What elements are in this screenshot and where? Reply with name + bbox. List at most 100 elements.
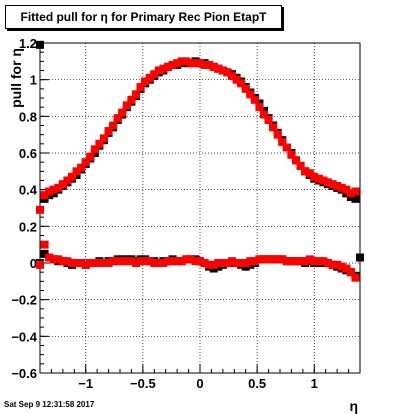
red-marker <box>196 257 204 266</box>
red-marker <box>127 257 136 266</box>
red-marker <box>40 240 49 249</box>
red-marker <box>205 61 214 69</box>
red-marker <box>273 255 282 264</box>
red-marker <box>218 66 227 75</box>
x-tick-label: 0 <box>196 376 203 391</box>
red-marker <box>223 68 232 77</box>
red-marker <box>164 257 172 266</box>
red-marker <box>109 121 118 130</box>
red-marker <box>100 259 108 267</box>
red-marker <box>68 259 76 267</box>
red-marker <box>264 255 273 264</box>
red-marker <box>246 257 255 266</box>
red-marker <box>214 259 223 267</box>
red-marker <box>132 90 140 99</box>
red-marker <box>287 257 296 266</box>
red-marker <box>145 73 154 82</box>
red-marker <box>173 59 182 68</box>
red-marker <box>310 172 319 181</box>
red-marker <box>342 185 351 194</box>
red-marker <box>122 257 131 266</box>
red-marker <box>168 61 177 69</box>
red-marker <box>159 259 168 267</box>
red-marker <box>209 260 218 269</box>
red-marker <box>132 259 140 267</box>
red-marker <box>182 255 191 264</box>
red-marker <box>241 259 250 267</box>
red-marker <box>127 95 136 104</box>
red-marker <box>319 176 328 185</box>
red-marker <box>301 257 310 266</box>
red-marker <box>86 152 95 161</box>
red-marker <box>255 103 264 112</box>
red-marker <box>104 127 113 135</box>
red-marker <box>40 191 49 200</box>
grid <box>40 42 360 374</box>
red-marker <box>150 70 159 79</box>
red-marker <box>310 257 319 266</box>
red-marker <box>319 257 328 266</box>
red-marker <box>36 260 44 269</box>
y-tick-label: 0.8 <box>19 109 37 124</box>
red-marker <box>136 257 145 266</box>
red-marker <box>260 255 268 264</box>
red-marker <box>232 75 241 84</box>
red-marker <box>218 259 227 267</box>
red-marker <box>296 257 305 266</box>
red-marker <box>63 176 72 185</box>
red-marker <box>200 259 209 267</box>
black-marker <box>40 249 49 258</box>
y-tick-label: 0.6 <box>19 146 37 161</box>
red-marker <box>246 90 255 99</box>
red-marker <box>328 180 337 189</box>
red-marker <box>232 259 241 267</box>
red-marker <box>104 259 113 267</box>
red-marker <box>109 257 118 266</box>
red-marker <box>223 259 232 267</box>
red-marker <box>150 259 159 267</box>
red-marker <box>250 95 259 104</box>
red-marker <box>168 257 177 266</box>
red-marker <box>145 257 154 266</box>
black-marker <box>36 40 44 49</box>
red-marker <box>282 143 291 152</box>
red-marker <box>191 59 200 68</box>
red-marker <box>182 57 191 66</box>
red-marker <box>200 61 209 69</box>
red-marker <box>228 257 236 266</box>
red-marker <box>292 257 300 266</box>
chart-title: Fitted pull for η for Primary Rec Pion E… <box>5 5 282 29</box>
red-marker <box>333 260 342 269</box>
red-marker <box>324 178 332 187</box>
red-marker <box>81 158 90 167</box>
y-tick-label: −0.2 <box>11 293 37 308</box>
red-marker <box>250 257 259 266</box>
red-marker <box>81 260 90 269</box>
y-tick-label: 0.4 <box>19 183 38 198</box>
red-marker <box>54 255 63 264</box>
y-tick-label: 0 <box>30 256 37 271</box>
red-marker <box>241 84 250 93</box>
red-marker <box>45 187 54 196</box>
red-marker <box>49 185 58 194</box>
red-marker <box>36 205 44 214</box>
red-marker <box>177 57 186 66</box>
red-marker <box>205 260 214 269</box>
red-marker <box>337 262 346 271</box>
red-marker <box>95 259 104 267</box>
red-marker <box>209 62 218 71</box>
red-marker <box>86 259 95 267</box>
red-marker <box>122 101 131 110</box>
red-marker <box>54 183 63 192</box>
red-marker <box>118 257 127 266</box>
red-marker <box>95 139 104 148</box>
y-tick-label: 1.2 <box>19 36 37 51</box>
timestamp: Sat Sep 9 12:31:58 2017 <box>4 400 95 409</box>
x-tick-label: −0.5 <box>130 376 156 391</box>
red-marker <box>58 180 67 189</box>
red-marker <box>118 108 127 117</box>
black-marker <box>356 253 364 262</box>
red-marker <box>154 66 163 75</box>
red-marker <box>282 257 291 266</box>
